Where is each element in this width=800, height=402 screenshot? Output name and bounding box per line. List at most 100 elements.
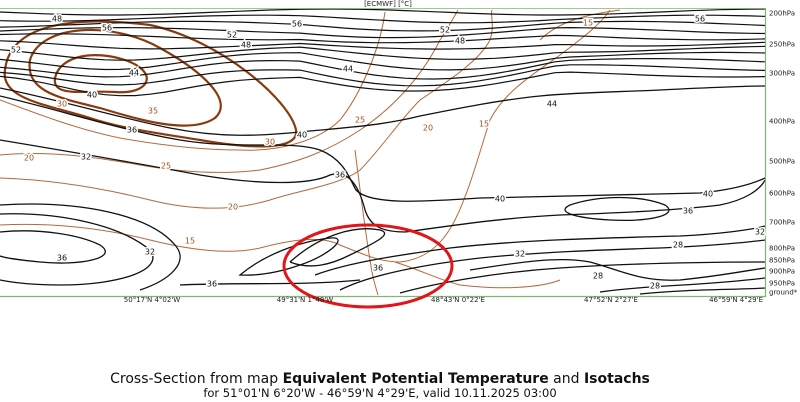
theta-e-line [0,213,154,286]
contour-labels: 48 56 52 52 48 56 52 48 56 44 44 40 36 40 32 36 44 40 40 36… [9,13,766,292]
isotach-label: 15 [185,237,195,246]
theta-e-label: 56 [292,20,302,29]
pressure-label: 300hPa [769,70,795,78]
theta-e-label: 40 [87,91,97,100]
isotach-line [394,261,561,289]
pressure-label: 500hPa [769,158,795,166]
theta-e-label: 28 [650,282,660,291]
theta-e-line [0,45,766,61]
isotach-label: 15 [583,19,593,28]
theta-e-line [339,239,766,291]
axes: 200hPa 250hPa 300hPa 400hPa 500hPa 600hPa 700h… [124,10,798,305]
isotach-line [0,9,611,263]
theta-e-line [639,287,766,295]
pressure-label: 700hPa [769,219,795,227]
caption-part: Isotachs [584,371,650,387]
isotach-label: 35 [148,107,158,116]
pressure-label: 900hPa [769,268,795,276]
theta-e-label: 56 [695,15,705,24]
theta-e-label: 32 [755,228,765,237]
location-label: 47°52'N 2°27'E [584,296,638,304]
theta-e-label: 40 [495,195,505,204]
isotach-line [53,54,148,94]
pressure-label: 850hPa [769,257,795,265]
location-label: 50°17'N 4°02'W [124,296,180,304]
theta-e-label: 32 [515,250,525,259]
location-label: 46°59'N 4°29'E [709,296,763,304]
theta-e-line [0,51,766,71]
caption-part: Equivalent Potential Temperature [283,371,549,387]
theta-e-line [0,64,766,87]
theta-e-label: 48 [455,37,465,46]
theta-e-label: 48 [52,15,62,24]
theta-e-label: 36 [373,264,383,273]
theta-e-label: 28 [593,272,603,281]
isotach-label: 20 [423,124,433,133]
theta-e-label: 48 [241,41,251,50]
isotach-label: 30 [57,100,67,109]
caption-subtitle: for 51°01'N 6°20'W - 46°59'N 4°29'E, val… [203,386,556,400]
caption-part: and [549,371,584,387]
isotach-label: 25 [355,116,365,125]
theta-e-line [0,95,766,202]
isotach-label: 20 [24,154,34,163]
isotach-line [354,149,379,296]
theta-e-label: 56 [102,24,112,33]
theta-e-label: 28 [673,241,683,250]
isotach-label: 15 [479,120,489,129]
theta-e-label: 36 [127,126,137,135]
theta-e-label: 36 [57,254,67,263]
isotach-line [28,28,222,127]
isotach-line [3,20,298,148]
theta-e-line [0,26,766,39]
theta-e-line [0,203,181,291]
isotach-line [0,9,459,173]
theta-e-label: 44 [547,100,557,109]
theta-e-label: 36 [207,280,217,289]
pressure-label: ground* [769,289,798,297]
theta-e-line [314,225,766,276]
theta-e-line [0,33,766,44]
pressure-label: 800hPa [769,245,795,253]
theta-e-line [564,196,670,221]
theta-e-label: 40 [703,190,713,199]
pressure-label: 400hPa [769,118,795,126]
isotach-line [0,11,386,151]
theta-e-label: 32 [145,248,155,257]
theta-e-line [0,58,766,80]
theta-e-label: 52 [227,31,237,40]
theta-e-label: 52 [440,26,450,35]
theta-e-line [0,8,766,16]
theta-e-line [0,230,106,264]
theta-e-label: 44 [343,65,353,74]
location-label: 49°31'N 1°48'W [277,296,333,304]
isotach-label: 20 [228,203,238,212]
theta-e-line [289,228,386,267]
theta-e-label: 36 [683,207,693,216]
pressure-label: 600hPa [769,190,795,198]
caption-title: Cross-Section from map Equivalent Potent… [110,371,650,387]
location-label: 48°43'N 0°22'E [431,296,485,304]
theta-e-line [0,40,766,50]
pressure-label: 250hPa [769,41,795,49]
theta-e-line [0,20,766,32]
isotach-label: 30 [265,138,275,147]
theta-e-label: 36 [335,171,345,180]
theta-e-line [599,277,766,293]
theta-e-label: 32 [81,153,91,162]
theta-e-line [0,85,766,136]
highlight-ellipse [282,223,454,309]
contour-field [0,9,766,296]
theta-e-line [179,279,361,286]
theta-e-line [0,139,766,233]
caption-part: Cross-Section from map [110,371,282,387]
theta-e-label: 44 [129,69,139,78]
isotach-line [0,9,493,209]
theta-e-line [238,237,339,276]
theta-e-line [0,14,766,24]
theta-e-label: 40 [297,131,307,140]
upper-theta-e [0,8,766,97]
theta-e-line [0,71,766,97]
